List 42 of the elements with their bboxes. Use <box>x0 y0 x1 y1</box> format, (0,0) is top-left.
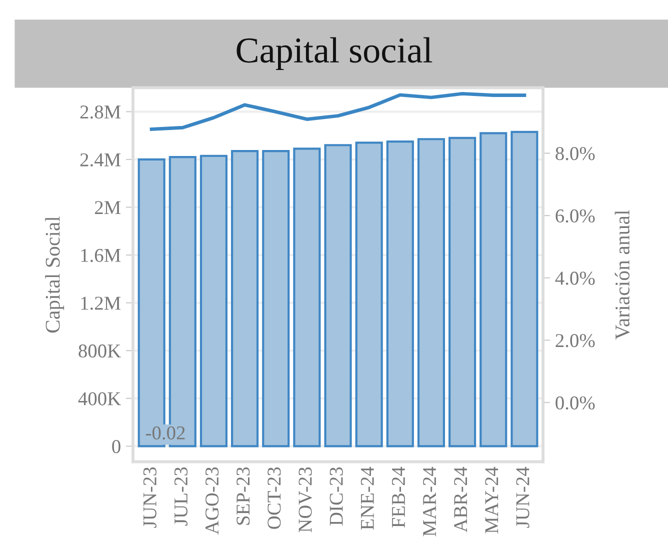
y2-tick-label: 4.0% <box>555 272 595 285</box>
x-tick-label: FEB-24 <box>392 466 405 528</box>
y-tick-label: 1.6M <box>81 248 121 262</box>
y-tick-label: 400K <box>78 392 121 406</box>
x-tick-label: JUN-24 <box>516 466 530 528</box>
bar <box>231 150 259 448</box>
y2-tick-label: 8.0% <box>556 147 595 160</box>
annotation: -0.02 <box>146 426 185 440</box>
y-axis-title: Capital Social <box>45 216 64 333</box>
y-tick-label: 2.4M <box>80 153 121 166</box>
y2-tick-label: 6.0% <box>556 209 595 223</box>
bar <box>510 130 538 448</box>
x-tick-label: DIC-23 <box>330 467 343 526</box>
x-tick-label: MAY-24 <box>485 466 498 534</box>
bar <box>386 140 414 448</box>
y-tick-label: 2M <box>94 201 121 214</box>
bar <box>293 148 321 448</box>
x-tick-label: ENE-24 <box>360 466 374 530</box>
bar <box>355 142 383 448</box>
x-tick-label: OCT-23 <box>268 467 281 529</box>
bar <box>324 144 352 448</box>
x-tick-label: SEP-23 <box>236 467 250 525</box>
bar <box>417 138 446 448</box>
y-tick-label: 0 <box>112 440 120 454</box>
x-tick-label: NOV-23 <box>298 467 312 532</box>
line-series <box>150 92 526 131</box>
x-tick-label: MAR-24 <box>423 466 436 536</box>
y-tick-label: 1.2M <box>81 296 121 310</box>
y-tick-label: 2.8M <box>80 105 121 119</box>
bar <box>480 132 508 448</box>
bar <box>448 136 476 448</box>
bar <box>200 154 228 448</box>
y-tick-label: 800K <box>78 344 121 358</box>
chart-title: Capital social <box>236 37 432 70</box>
y2-tick-label: 0.0% <box>556 396 595 410</box>
y2-tick-label: 2.0% <box>556 334 595 348</box>
x-tick-label: JUL-23 <box>174 467 188 526</box>
x-tick-label: AGO-23 <box>206 467 219 534</box>
x-tick-label: JUN-23 <box>143 467 156 528</box>
bar <box>262 150 290 448</box>
x-tick-label: ABR-24 <box>454 466 468 532</box>
y2-axis-title: Variación anual <box>614 210 630 340</box>
